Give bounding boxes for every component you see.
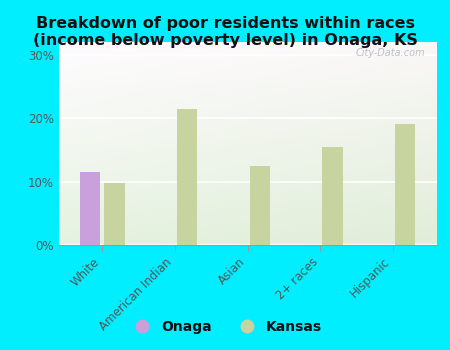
Bar bbox=[177, 108, 197, 245]
Bar bbox=[250, 166, 270, 245]
Text: City-Data.com: City-Data.com bbox=[356, 48, 425, 58]
Legend: Onaga, Kansas: Onaga, Kansas bbox=[122, 314, 328, 340]
Bar bbox=[80, 172, 100, 245]
Bar bbox=[104, 183, 125, 245]
Bar bbox=[395, 125, 415, 245]
Bar bbox=[322, 147, 342, 245]
Text: Breakdown of poor residents within races
(income below poverty level) in Onaga, : Breakdown of poor residents within races… bbox=[32, 16, 418, 48]
